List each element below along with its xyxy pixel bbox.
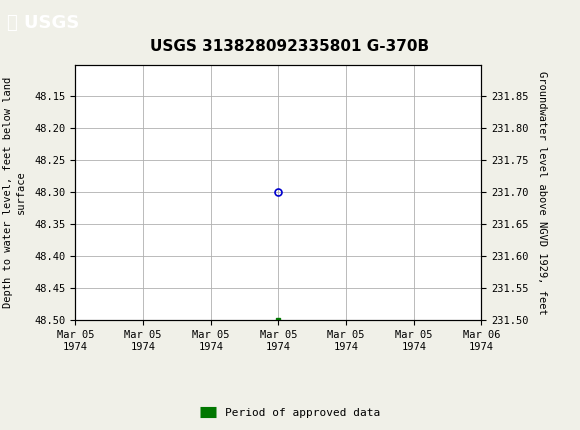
Legend: Period of approved data: Period of approved data (195, 403, 385, 422)
Y-axis label: Groundwater level above NGVD 1929, feet: Groundwater level above NGVD 1929, feet (537, 71, 547, 314)
Text: ⌸ USGS: ⌸ USGS (7, 14, 79, 31)
Y-axis label: Depth to water level, feet below land
surface: Depth to water level, feet below land su… (3, 77, 26, 308)
Text: USGS 313828092335801 G-370B: USGS 313828092335801 G-370B (150, 39, 430, 54)
